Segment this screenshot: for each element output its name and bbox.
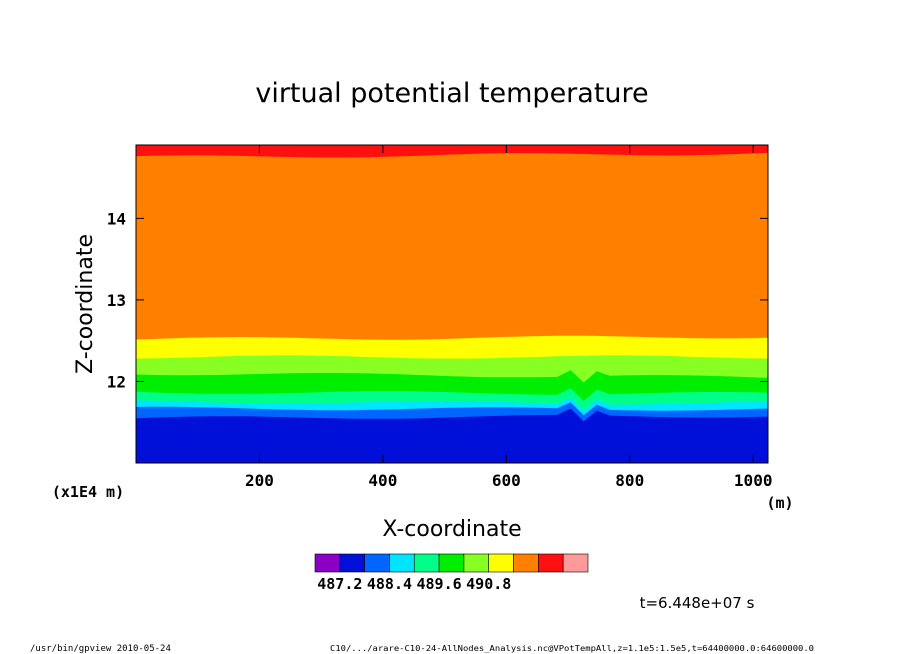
y-tick-label: 12: [107, 372, 126, 391]
footer-right: C10/.../arare-C10-24-AllNodes_Analysis.n…: [330, 644, 814, 653]
colorbar-swatch: [488, 553, 514, 573]
y-scale-note: (x1E4 m): [52, 483, 124, 501]
colorbar-swatch: [562, 553, 589, 573]
x-tick-label: 1000: [734, 471, 773, 490]
colorbar-swatch: [389, 553, 415, 573]
x-axis-label: X-coordinate: [382, 517, 521, 542]
band-7: [136, 145, 768, 340]
x-ticks: 200 400 600 800 1000: [245, 145, 772, 490]
colorbar: [314, 553, 589, 573]
colorbar-swatch: [413, 553, 440, 573]
x-tick-label: 400: [368, 471, 397, 490]
colorbar-swatch: [538, 553, 564, 573]
band-8: [136, 145, 768, 158]
time-label: t=6.448e+07 s: [640, 594, 755, 612]
y-ticks: 12 13 14: [107, 209, 768, 391]
colorbar-labels: 487.2 488.4 489.6 490.8: [317, 575, 511, 593]
y-tick-label: 14: [107, 209, 126, 228]
x-tick-label: 800: [615, 471, 644, 490]
contour-bands: [136, 145, 768, 463]
y-tick-label: 13: [107, 291, 126, 310]
colorbar-swatch: [438, 553, 465, 573]
colorbar-swatch: [463, 553, 490, 573]
footer-left: /usr/bin/gpview 2010-05-24: [30, 644, 171, 654]
colorbar-tick-label: 487.2: [317, 575, 362, 593]
colorbar-tick-label: 489.6: [417, 575, 462, 593]
plot-frame: [135, 144, 769, 464]
y-axis-label: Z-coordinate: [73, 234, 98, 374]
x-tick-label: 200: [245, 471, 274, 490]
colorbar-swatch: [513, 553, 539, 573]
colorbar-swatch: [364, 553, 390, 573]
colorbar-swatch: [339, 553, 365, 573]
chart-title: virtual potential temperature: [255, 78, 648, 109]
x-tick-label: 600: [492, 471, 521, 490]
x-unit-label: (m): [766, 494, 793, 512]
colorbar-tick-label: 488.4: [367, 575, 412, 593]
colorbar-tick-label: 490.8: [466, 575, 511, 593]
colorbar-swatch: [314, 553, 341, 573]
